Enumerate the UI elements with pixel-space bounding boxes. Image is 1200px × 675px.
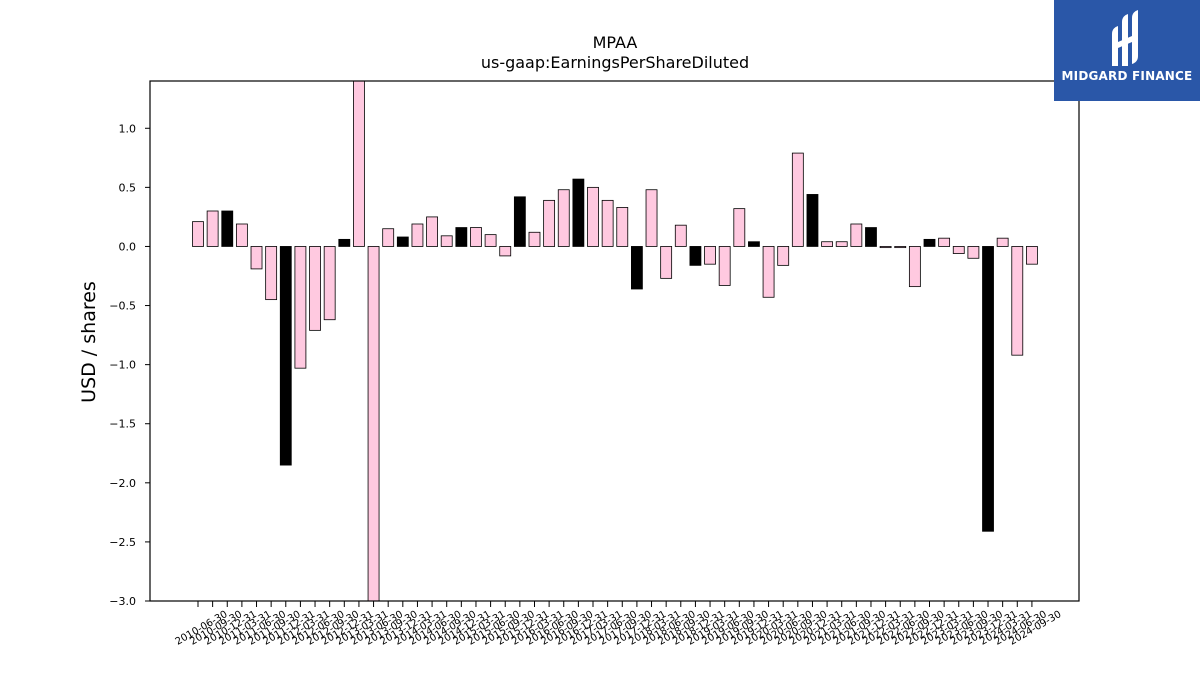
bar-2010-12-31 [221,210,234,247]
bars-group [192,80,1038,602]
bar-2015-03-31 [470,227,482,247]
bar-2015-06-30 [484,234,497,247]
y-axis-label: USD / shares [78,281,100,403]
bar-2020-09-30 [791,152,804,247]
bar-2014-03-31 [411,223,424,247]
bar-2022-03-31 [879,246,892,249]
bar-2022-06-30 [894,246,907,249]
bar-2010-06-30 [192,221,204,247]
plot-frame [149,80,1080,602]
bar-2016-03-31 [528,231,541,247]
bar-2022-12-31 [923,238,936,247]
bar-2011-03-31 [235,223,248,247]
bar-2024-06-30 [1011,246,1024,356]
bar-2012-03-31 [294,246,307,369]
y-tick-label: −2.5 [109,536,136,549]
bar-2013-06-30 [367,246,380,602]
y-tick-label: −1.0 [109,359,136,372]
bar-2014-12-31 [455,227,468,247]
bar-2021-12-31 [865,227,877,247]
bar-2019-06-30 [718,246,731,286]
bar-2015-12-31 [513,196,526,247]
bar-2023-09-30 [967,246,980,259]
bar-2018-03-31 [645,189,658,247]
bar-2019-09-30 [733,208,746,247]
chart-subtitle: us-gaap:EarningsPerShareDiluted [481,53,749,72]
bar-2022-09-30 [908,246,921,288]
bar-2014-09-30 [440,235,453,247]
bar-2021-06-30 [835,241,848,247]
y-tick-label: 0.0 [119,240,137,253]
y-tick-label: −1.5 [109,418,136,431]
y-tick-label: 1.0 [119,122,137,135]
bar-2012-06-30 [309,246,321,331]
bar-2023-06-30 [952,246,965,254]
bar-2019-12-31 [748,241,760,247]
bar-2017-03-31 [587,186,599,247]
bar-2021-09-30 [850,223,863,247]
bar-2020-12-31 [806,194,819,247]
bar-2017-09-30 [616,207,629,247]
bar-2021-03-31 [821,241,833,247]
bar-2018-06-30 [660,246,673,279]
bar-2015-09-30 [499,246,512,257]
bar-2019-03-31 [704,246,716,265]
midgard-logo-icon [1112,10,1138,66]
bar-2011-09-30 [265,246,278,301]
bar-2023-12-31 [982,246,994,532]
bar-2020-03-31 [762,246,775,298]
y-ticks-group: 1.0 0.5 0.0 −0.5 −1.0 −1.5 −2.0 −2.5 −3.0 [109,122,150,608]
y-tick-label: −3.0 [109,595,136,608]
y-tick-label: 0.5 [119,181,137,194]
bar-2018-09-30 [674,224,687,247]
bar-2013-09-30 [382,228,395,247]
bar-2017-12-31 [631,246,643,290]
bar-2014-06-30 [426,216,438,247]
bar-2011-12-31 [279,246,292,466]
y-tick-label: −2.0 [109,477,136,490]
bar-2018-12-31 [689,246,702,266]
bar-2012-12-31 [338,238,351,247]
brand-name: MIDGARD FINANCE [1061,69,1193,83]
brand-logo: MIDGARD FINANCE [1054,0,1200,101]
x-ticks-group: 2010-06-302010-09-302010-12-312011-03-31… [174,601,1063,648]
y-tick-label: −0.5 [109,300,136,313]
bar-2023-03-31 [938,237,951,247]
bar-2016-09-30 [557,189,570,247]
bar-2024-03-31 [996,237,1009,247]
bar-2016-06-30 [543,199,556,247]
bar-2012-09-30 [323,246,336,321]
bar-2024-09-30 [1026,246,1038,265]
bar-2011-06-30 [250,246,263,270]
chart-title: MPAA [593,33,638,52]
bar-2020-06-30 [777,246,790,266]
bar-2013-03-31 [353,80,365,247]
bar-2016-12-31 [572,178,585,247]
bar-2013-12-31 [396,236,409,247]
bar-2017-06-30 [601,199,614,247]
bar-2010-09-30 [206,210,219,247]
